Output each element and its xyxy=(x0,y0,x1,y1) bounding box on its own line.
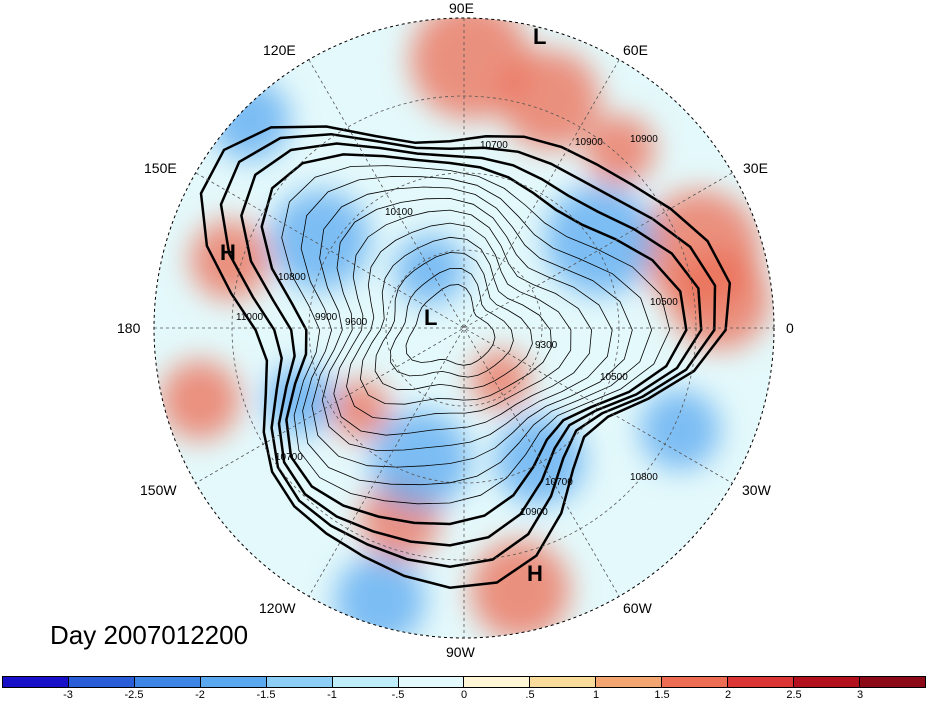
contour-label: 10900 xyxy=(575,137,603,148)
colorbar-swatch xyxy=(662,677,729,687)
height-contour-line xyxy=(311,186,633,468)
date-title: Day 2007012200 xyxy=(50,620,249,650)
anomaly-patch xyxy=(585,115,655,185)
height-contour-line xyxy=(281,165,671,505)
colorbar-swatch xyxy=(794,677,860,687)
colorbar-swatch xyxy=(134,677,201,687)
anomaly-patch xyxy=(470,350,530,410)
anomaly-patch xyxy=(410,18,530,120)
colorbar-swatch xyxy=(332,677,399,687)
colorbar-swatch xyxy=(266,677,333,687)
anomaly-patch xyxy=(470,540,570,638)
height-contour-line xyxy=(219,132,717,568)
contour-label: 9300 xyxy=(535,340,558,351)
anomaly-patch xyxy=(265,365,335,435)
anomaly-patch xyxy=(370,410,470,510)
lon-label-30w: 30W xyxy=(742,482,771,498)
height-contour-line xyxy=(260,153,688,526)
high-pressure-label: H xyxy=(527,561,543,586)
colorbar-tick-label: .5 xyxy=(525,689,535,701)
graticule xyxy=(153,17,775,639)
anomaly-patch xyxy=(545,185,655,295)
height-contour-line xyxy=(390,267,514,378)
lon-label-120w: 120W xyxy=(259,600,296,616)
colorbar-tick-label: 2.5 xyxy=(786,689,802,701)
contour-label: 10700 xyxy=(480,140,508,151)
height-contour-line xyxy=(300,176,653,486)
colorbar-tick-label: -3 xyxy=(63,689,73,701)
low-pressure-label: L xyxy=(424,305,438,330)
colorbar-tick-label: -1.5 xyxy=(256,689,276,701)
low-pressure-label: L xyxy=(533,24,547,49)
colorbar-tick-label: -2.5 xyxy=(124,689,144,701)
height-contour-line xyxy=(359,236,553,405)
colorbar-swatch xyxy=(464,677,531,687)
lon-label-180: 180 xyxy=(117,320,141,336)
colorbar-tick-label: 0 xyxy=(460,689,468,701)
colorbar-swatch xyxy=(3,677,69,687)
contour-label: 10700 xyxy=(545,477,573,488)
contour-label: 9600 xyxy=(345,317,368,328)
lon-label-30e: 30E xyxy=(743,160,768,176)
anomaly-patch xyxy=(495,415,585,505)
contour-label: 10800 xyxy=(630,472,658,483)
height-contour-line xyxy=(199,125,732,589)
colorbar-swatch xyxy=(398,677,465,687)
anomaly-patch xyxy=(210,80,290,160)
height-contour-line xyxy=(374,252,533,391)
height-contour-line xyxy=(333,209,593,436)
height-contour-line xyxy=(405,284,496,366)
colorbar-swatch xyxy=(200,677,267,687)
anomaly-patch xyxy=(640,390,720,470)
colorbar-swatch xyxy=(530,677,597,687)
colorbar-tick-label: 1 xyxy=(592,689,600,701)
lon-label-60e: 60E xyxy=(623,42,648,58)
height-contours xyxy=(199,125,732,589)
lon-label-120e: 120E xyxy=(263,42,296,58)
contour-label: 11000 xyxy=(236,312,264,323)
anomaly-patch xyxy=(670,250,770,350)
colorbar-swatch xyxy=(728,677,795,687)
height-contour-line xyxy=(346,222,572,421)
colorbar-tick-label: 2 xyxy=(724,689,732,701)
contour-label: 10700 xyxy=(275,452,303,463)
lon-label-0: 0 xyxy=(786,320,794,336)
contour-label: 10500 xyxy=(600,372,628,383)
anomaly-patch xyxy=(500,50,600,150)
lon-label-150w: 150W xyxy=(140,482,177,498)
contour-label: 10100 xyxy=(385,207,413,218)
contour-label: 10500 xyxy=(650,297,678,308)
colorbar-tick-label: 1.5 xyxy=(654,689,670,701)
contour-label: 10800 xyxy=(278,272,306,283)
colorbar-tick-label: -1 xyxy=(327,689,337,701)
lon-label-150e: 150E xyxy=(144,160,177,176)
colorbar-tick-label: -.5 xyxy=(391,689,405,701)
contour-labels: 10900 10700 10500 10800 10900 10700 10100 9900 9… xyxy=(236,134,678,518)
anomaly-patch xyxy=(160,360,240,440)
contour-label: 10900 xyxy=(630,134,658,145)
colorbar-swatch xyxy=(68,677,135,687)
lon-label-60w: 60W xyxy=(623,600,652,616)
colorbar-swatch xyxy=(859,677,925,687)
contour-label: 9900 xyxy=(315,312,338,323)
anomaly-patch xyxy=(335,555,425,638)
lon-label-90w: 90W xyxy=(446,644,475,660)
colorbar-tick-label: -2 xyxy=(195,689,205,701)
height-contour-line xyxy=(321,197,613,452)
colorbar-swatch xyxy=(596,677,663,687)
colorbar xyxy=(2,676,926,688)
high-pressure-label: H xyxy=(220,240,236,265)
contour-label: 10900 xyxy=(520,507,548,518)
lon-label-90e: 90E xyxy=(449,0,474,16)
anomaly-patch xyxy=(270,190,370,290)
polar-map: 10900 10700 10500 10800 10900 10700 10100 9900 9… xyxy=(153,17,775,639)
height-contour-line xyxy=(240,142,703,547)
anomaly-patch xyxy=(190,220,270,300)
colorbar-tick-label: 3 xyxy=(856,689,864,701)
